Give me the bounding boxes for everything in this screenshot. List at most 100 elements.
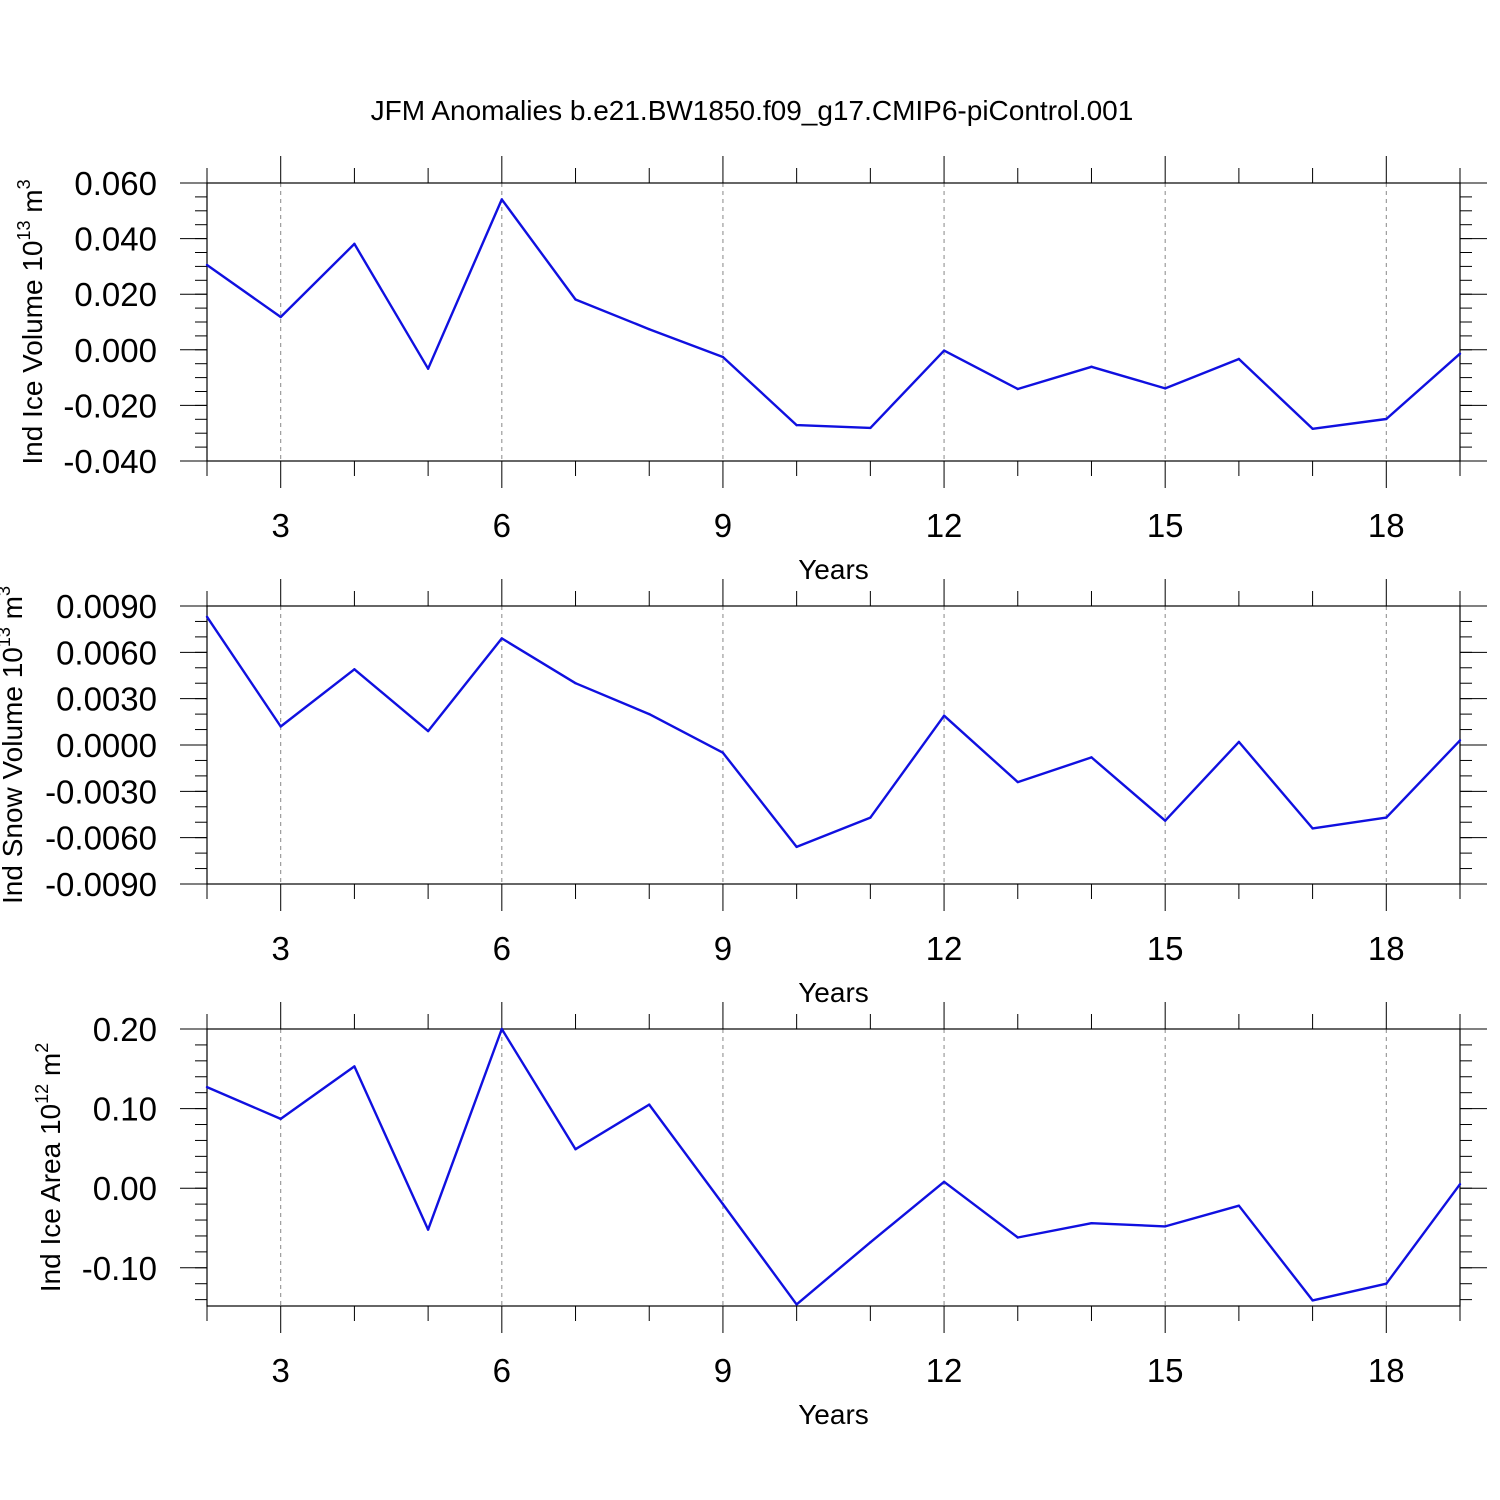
data-point (1016, 387, 1019, 391)
data-point (1385, 1282, 1388, 1285)
data-point (1090, 1222, 1093, 1225)
y-axis-label-exponent: 12 (32, 1084, 52, 1104)
data-point (426, 367, 430, 370)
chart-panel-3: 3 6 9 12 15 18 Years 0.20 0.10 0.00 -0.10 Ind Ice A… (32, 1002, 1487, 1430)
data-point (869, 1241, 872, 1244)
y-tick-label: 0.20 (93, 1011, 157, 1048)
data-point (1237, 357, 1241, 361)
data-point (574, 298, 577, 301)
series-line (206, 1027, 1461, 1306)
chart-panel-2: 3 6 9 12 15 18 Years 0.0090 0.0060 0.0030 0.0000 -0… (0, 579, 1487, 1008)
y-axis-label-unit-exponent: 3 (14, 179, 34, 189)
x-tick-label: 9 (714, 507, 732, 544)
data-point (353, 1065, 356, 1068)
y-tick-label: -0.10 (82, 1250, 157, 1287)
data-point (500, 637, 504, 640)
data-point (1458, 739, 1462, 742)
data-point (942, 349, 946, 352)
x-tick-label: 3 (272, 1352, 290, 1389)
data-point (205, 615, 209, 619)
data-point (1458, 352, 1462, 355)
data-point (500, 198, 504, 201)
data-point (1311, 1299, 1314, 1302)
y-axis-label-unit-exponent: 3 (0, 586, 14, 596)
data-point (1237, 740, 1241, 744)
x-tick-label: 6 (493, 507, 511, 544)
y-axis-label: Ind Snow Volume 1013 m3 (0, 586, 28, 904)
data-point (1385, 417, 1388, 421)
y-tick-label: 0.0000 (56, 727, 157, 764)
x-tick-label: 12 (926, 1352, 963, 1389)
data-point (426, 729, 430, 733)
x-axis-label: Years (798, 977, 869, 1008)
y-tick-label: 0.10 (93, 1091, 157, 1128)
data-point (648, 328, 651, 331)
y-axis-label-text: Ind Ice Volume 10 (17, 241, 48, 465)
y-axis-label: Ind Ice Volume 1013 m3 (14, 179, 48, 464)
data-point (721, 751, 725, 754)
y-tick-label: 0.0030 (56, 681, 157, 718)
data-point (1163, 387, 1167, 390)
data-point (869, 426, 872, 430)
x-tick-label: 6 (493, 930, 511, 967)
data-point (942, 1180, 946, 1184)
x-tick-label: 12 (926, 507, 963, 544)
y-tick-label: -0.0060 (45, 820, 157, 857)
data-point (1090, 756, 1093, 759)
x-tick-label: 3 (272, 930, 290, 967)
data-point (942, 714, 946, 717)
data-point (1311, 827, 1314, 830)
data-point (426, 1228, 430, 1231)
data-point (648, 1103, 651, 1106)
x-tick-label: 12 (926, 930, 963, 967)
data-point (1458, 1183, 1462, 1186)
data-point (279, 725, 282, 728)
x-tick-label: 15 (1147, 507, 1184, 544)
y-axis-label: Ind Ice Area 1012 m2 (32, 1043, 66, 1293)
y-tick-label: 0.060 (74, 165, 157, 202)
data-point (279, 315, 282, 319)
y-tick-label: 0.020 (74, 276, 157, 313)
plot-frame (206, 182, 1461, 462)
y-tick-label: 0.00 (93, 1170, 157, 1207)
data-point (1016, 780, 1019, 784)
data-point (795, 845, 798, 849)
y-tick-label: 0.040 (74, 221, 157, 258)
y-axis-label-unit: m (35, 1053, 66, 1084)
plot-frame (206, 1028, 1461, 1307)
y-axis-label-text: Ind Ice Area 10 (35, 1104, 66, 1292)
series-line (206, 616, 1461, 849)
data-point (721, 355, 725, 359)
data-point (795, 1303, 798, 1306)
x-tick-label: 15 (1147, 1352, 1184, 1389)
chart-panel-1: 3 6 9 12 15 18 Years 0.060 0.040 0.020 0.000 -0.020… (14, 156, 1487, 585)
data-point (721, 1202, 725, 1206)
x-tick-label: 6 (493, 1352, 511, 1389)
x-tick-label: 18 (1368, 1352, 1405, 1389)
x-tick-label: 3 (272, 507, 290, 544)
y-tick-label: 0.0090 (56, 588, 157, 625)
data-point (353, 668, 356, 671)
y-tick-label: -0.020 (63, 387, 157, 424)
y-axis-label-unit-exponent: 2 (32, 1043, 52, 1053)
data-point (1311, 427, 1314, 430)
y-axis-label-text: Ind Snow Volume 10 (0, 647, 28, 904)
data-point (1163, 819, 1167, 822)
y-tick-label: -0.040 (63, 443, 157, 480)
data-point (353, 242, 356, 246)
data-point (648, 712, 651, 716)
x-tick-label: 9 (714, 1352, 732, 1389)
y-axis-label-exponent: 13 (0, 627, 14, 647)
y-tick-label: -0.0030 (45, 773, 157, 810)
data-point (279, 1117, 282, 1121)
x-axis-label: Years (798, 1399, 869, 1430)
data-point (795, 423, 798, 427)
series-line (206, 198, 1461, 430)
x-tick-label: 18 (1368, 930, 1405, 967)
data-point (574, 682, 577, 685)
data-point (1385, 816, 1388, 819)
x-tick-label: 15 (1147, 930, 1184, 967)
y-axis-label-unit: m (17, 189, 48, 220)
panels: 3 6 9 12 15 18 Years 0.060 0.040 0.020 0.000 -0.020… (0, 156, 1487, 1430)
